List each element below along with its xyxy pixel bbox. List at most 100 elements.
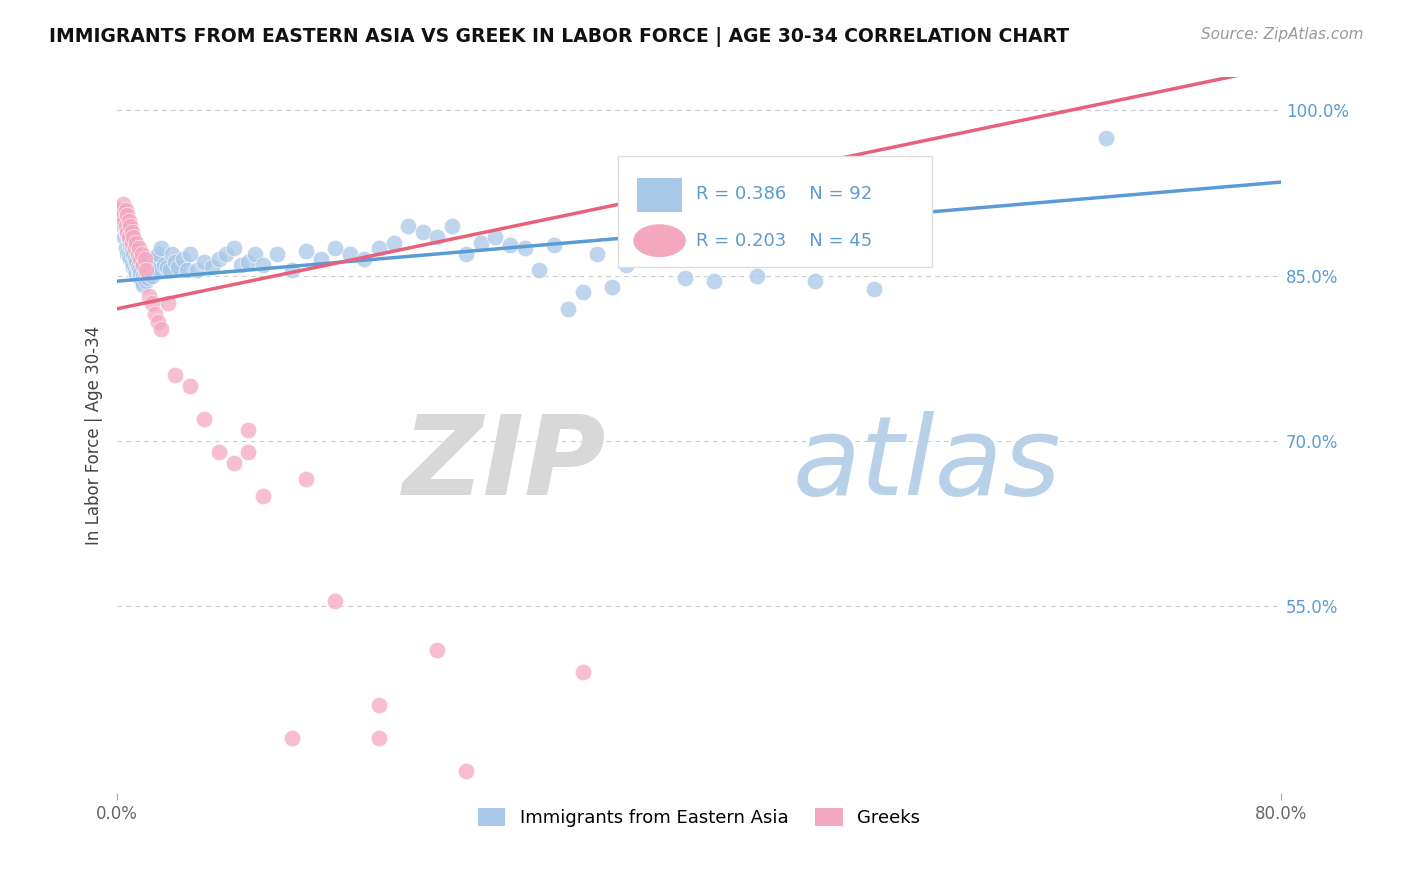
- Point: [114, 213, 136, 227]
- Point: [368, 698, 391, 713]
- Point: [127, 246, 149, 260]
- Point: [117, 208, 139, 222]
- Point: [201, 260, 224, 274]
- Point: [176, 263, 198, 277]
- Point: [426, 643, 449, 657]
- Point: [136, 271, 159, 285]
- Point: [145, 252, 167, 267]
- Point: [121, 235, 143, 250]
- Point: [222, 456, 245, 470]
- Point: [117, 225, 139, 239]
- Point: [108, 202, 131, 217]
- Point: [557, 301, 579, 316]
- Point: [862, 282, 884, 296]
- Point: [208, 252, 231, 267]
- Point: [149, 241, 172, 255]
- Point: [484, 230, 506, 244]
- Point: [165, 368, 187, 382]
- Point: [111, 197, 134, 211]
- Point: [125, 267, 148, 281]
- Point: [125, 235, 148, 250]
- Point: [122, 260, 145, 274]
- Text: R = 0.386    N = 92: R = 0.386 N = 92: [696, 186, 872, 203]
- Point: [157, 296, 180, 310]
- Point: [186, 263, 208, 277]
- Text: IMMIGRANTS FROM EASTERN ASIA VS GREEK IN LABOR FORCE | AGE 30-34 CORRELATION CHA: IMMIGRANTS FROM EASTERN ASIA VS GREEK IN…: [49, 27, 1070, 46]
- Point: [339, 246, 361, 260]
- Point: [129, 271, 152, 285]
- Point: [131, 246, 153, 260]
- Point: [117, 227, 139, 241]
- Legend: Immigrants from Eastern Asia, Greeks: Immigrants from Eastern Asia, Greeks: [471, 801, 927, 834]
- Point: [281, 263, 304, 277]
- Point: [586, 246, 609, 260]
- Point: [108, 213, 131, 227]
- Point: [368, 731, 391, 746]
- Point: [120, 237, 142, 252]
- Point: [110, 202, 132, 217]
- Point: [146, 315, 169, 329]
- Point: [252, 489, 274, 503]
- Point: [309, 252, 332, 267]
- Point: [644, 246, 666, 260]
- Point: [353, 252, 375, 267]
- Point: [134, 252, 156, 267]
- Point: [159, 263, 181, 277]
- Point: [115, 241, 138, 255]
- Point: [295, 473, 318, 487]
- Point: [111, 219, 134, 234]
- Point: [571, 285, 593, 300]
- Point: [135, 263, 157, 277]
- Point: [135, 274, 157, 288]
- Point: [747, 268, 769, 283]
- Point: [120, 252, 142, 267]
- Point: [118, 234, 141, 248]
- Point: [124, 241, 146, 255]
- Point: [193, 255, 215, 269]
- Bar: [637, 178, 682, 212]
- Point: [396, 219, 419, 234]
- FancyBboxPatch shape: [617, 156, 932, 268]
- Text: atlas: atlas: [792, 410, 1060, 517]
- Point: [142, 260, 165, 274]
- Point: [115, 219, 138, 234]
- Point: [236, 255, 259, 269]
- Point: [138, 267, 160, 281]
- Point: [426, 230, 449, 244]
- Point: [156, 260, 179, 274]
- Point: [124, 252, 146, 267]
- Point: [229, 258, 252, 272]
- Point: [132, 258, 155, 272]
- Point: [117, 246, 139, 260]
- Point: [146, 246, 169, 260]
- Point: [600, 279, 623, 293]
- Point: [208, 445, 231, 459]
- Point: [325, 593, 347, 607]
- Point: [222, 241, 245, 255]
- Point: [115, 202, 138, 217]
- Point: [127, 260, 149, 274]
- Point: [118, 213, 141, 227]
- Point: [382, 235, 405, 250]
- Point: [110, 208, 132, 222]
- Point: [215, 246, 238, 260]
- Point: [236, 423, 259, 437]
- Circle shape: [634, 225, 685, 256]
- Point: [122, 246, 145, 260]
- Point: [125, 255, 148, 269]
- Point: [162, 246, 184, 260]
- Point: [1095, 131, 1118, 145]
- Point: [121, 225, 143, 239]
- Point: [456, 246, 478, 260]
- Point: [440, 219, 463, 234]
- Point: [165, 255, 187, 269]
- Point: [132, 277, 155, 292]
- Point: [131, 274, 153, 288]
- Point: [252, 258, 274, 272]
- Point: [148, 263, 170, 277]
- Point: [245, 246, 267, 260]
- Point: [295, 244, 318, 259]
- Point: [124, 263, 146, 277]
- Point: [412, 225, 434, 239]
- Point: [614, 258, 637, 272]
